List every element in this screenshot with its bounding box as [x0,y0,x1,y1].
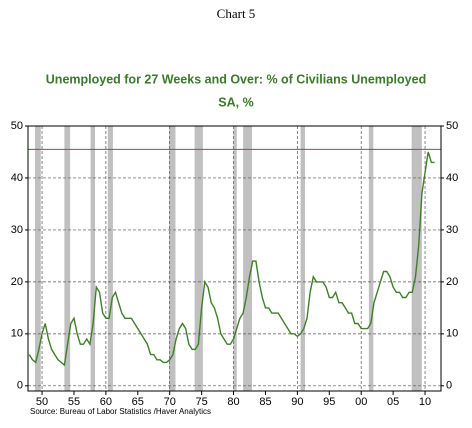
x-tick-label: 00 [355,396,367,408]
recession-bar [90,126,96,391]
plot-frame [27,125,442,392]
x-tick-label: 95 [323,396,335,408]
y-tick-label: 40 [11,172,23,184]
y2-tick-label: 40 [446,172,458,184]
y-tick-label: 30 [11,224,23,236]
y2-tick-label: 0 [446,380,452,392]
y-tick-label: 10 [11,328,23,340]
x-tick-label: 05 [387,396,399,408]
y2-tick-label: 20 [446,276,458,288]
x-tick-label: 80 [227,396,239,408]
chart-title: Unemployed for 27 Weeks and Over: % of C… [46,72,426,86]
x-tick-label: 65 [132,396,144,408]
x-tick-label: 90 [291,396,303,408]
y-tick-label: 20 [11,276,23,288]
recession-bar [300,126,306,391]
chart-header: Chart 5 [217,6,256,21]
y2-tick-label: 10 [446,328,458,340]
recession-bar [107,126,113,391]
recession-bar [35,126,41,391]
recession-bar [64,126,71,391]
y2-tick-label: 30 [446,224,458,236]
x-tick-label: 75 [196,396,208,408]
x-tick-label: 50 [36,396,48,408]
x-tick-label: 85 [259,396,271,408]
recession-bar [243,126,253,391]
x-tick-label: 55 [68,396,80,408]
y2-tick-label: 50 [446,120,458,132]
x-tick-label: 10 [419,396,431,408]
recession-bar [368,126,374,391]
recession-bar [194,126,203,391]
recession-bar [169,126,176,391]
y-tick-label: 50 [11,120,23,132]
recession-bar [233,126,237,391]
y-tick-label: 0 [17,380,23,392]
x-tick-label: 60 [100,396,112,408]
chart-subtitle: SA, % [218,95,253,109]
x-tick-label: 70 [164,396,176,408]
source-note: Source: Bureau of Labor Statistics /Have… [30,407,211,416]
data-line [28,151,435,367]
